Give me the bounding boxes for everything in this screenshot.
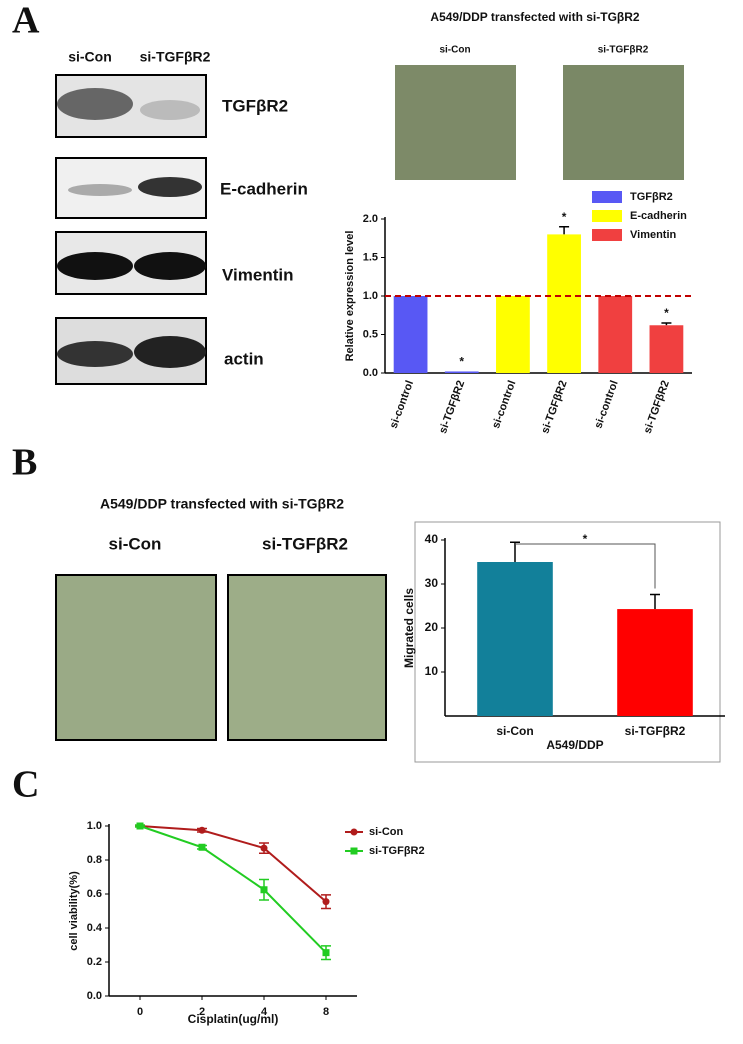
legend-label: E-cadherin: [630, 210, 687, 222]
legend-marker: [350, 828, 358, 836]
error-bar: [650, 593, 660, 610]
micrograph-label: si-Con: [109, 534, 162, 553]
legend-label: TGFβR2: [630, 191, 673, 203]
bar: [393, 296, 428, 373]
x-tick-label: si-TGFβR2: [539, 379, 569, 435]
panel-label: C: [12, 764, 39, 806]
x-tick-label: si-Con: [496, 724, 533, 738]
marker: [322, 898, 330, 906]
micrograph-label: si-TGFβR2: [262, 534, 348, 553]
panel-label: A: [12, 0, 40, 42]
significance-star: *: [583, 532, 588, 546]
y-tick-label: 1.5: [363, 251, 378, 263]
y-tick-label: 0.4: [87, 922, 103, 934]
legend-marker: [350, 847, 358, 855]
western-blots: [55, 74, 207, 385]
significance-star: *: [459, 355, 464, 369]
bar: [444, 371, 479, 373]
legend-label: si-Con: [369, 826, 404, 838]
micrograph-label: si-Con: [439, 45, 470, 56]
x-tick-label: si-control: [388, 379, 416, 430]
protein-label: Vimentin: [222, 265, 293, 284]
x-tick-label: 0: [137, 1006, 143, 1018]
x-tick-label: 4: [261, 1006, 268, 1018]
lane-label: si-TGFβR2: [140, 49, 211, 65]
protein-label: actin: [224, 349, 264, 368]
y-tick-label: 0.5: [363, 328, 378, 340]
y-tick-label: 10: [425, 664, 439, 678]
significance-bracket: [515, 543, 656, 589]
bar: [617, 609, 693, 716]
micrograph: [227, 574, 387, 741]
x-tick-label: si-TGFβR2: [437, 379, 467, 435]
x-tick-label: si-control: [490, 379, 518, 430]
micrograph-title: A549/DDP transfected with si-TGβR2: [430, 10, 639, 24]
y-tick-label: 0.2: [87, 956, 102, 968]
y-axis-label: Relative expression level: [344, 231, 356, 362]
legend-swatch: [592, 191, 622, 203]
significance-star: *: [562, 210, 567, 224]
bar: [477, 562, 553, 716]
bar: [496, 296, 530, 373]
y-tick-label: 0.0: [87, 990, 102, 1002]
y-tick-label: 0.6: [87, 888, 102, 900]
marker: [322, 949, 330, 957]
x-tick-label: 8: [323, 1006, 329, 1018]
chart-frame: [414, 521, 721, 763]
micrograph: [395, 65, 516, 180]
bar: [649, 325, 684, 373]
y-tick-label: 1.0: [87, 820, 102, 832]
y-tick-label: 40: [425, 532, 439, 546]
error-bar: [510, 541, 520, 562]
lane-label: si-Con: [68, 49, 112, 65]
bar: [547, 234, 581, 373]
x-tick-label: 2: [199, 1006, 205, 1018]
x-tick-label: si-control: [592, 379, 620, 430]
x-tick-label: si-TGFβR2: [642, 379, 672, 435]
y-axis-label: Migrated cells: [402, 588, 416, 668]
marker: [198, 826, 206, 834]
x-axis-label: A549/DDP: [546, 738, 603, 752]
legend-swatch: [592, 210, 622, 222]
micrograph: [55, 574, 217, 741]
marker: [198, 843, 206, 851]
line: [139, 825, 327, 954]
marker: [136, 822, 144, 830]
significance-star: *: [664, 306, 669, 320]
protein-label: E-cadherin: [220, 179, 308, 198]
x-tick-label: si-TGFβR2: [625, 724, 686, 738]
y-tick-label: 0.8: [87, 854, 102, 866]
error-bar: [661, 322, 672, 326]
micrograph-label: si-TGFβR2: [598, 45, 649, 56]
x-axis-label: Cisplatin(ug/ml): [188, 1012, 279, 1026]
protein-label: TGFβR2: [222, 96, 288, 115]
micrograph: [563, 65, 684, 180]
micrograph-title: A549/DDP transfected with si-TGβR2: [100, 496, 344, 512]
y-tick-label: 0.0: [363, 367, 378, 379]
y-tick-label: 30: [425, 576, 439, 590]
y-tick-label: 1.0: [363, 290, 378, 302]
legend-swatch: [592, 229, 622, 241]
y-axis-label: cell viability(%): [68, 871, 80, 951]
bar: [598, 296, 633, 373]
line: [139, 825, 327, 903]
marker: [260, 844, 268, 852]
y-tick-label: 2.0: [363, 213, 378, 225]
marker: [260, 886, 268, 894]
legend-label: si-TGFβR2: [369, 845, 425, 857]
y-tick-label: 20: [425, 620, 439, 634]
legend-label: Vimentin: [630, 229, 677, 241]
panel-label: B: [12, 442, 37, 484]
error-bar: [559, 225, 570, 235]
